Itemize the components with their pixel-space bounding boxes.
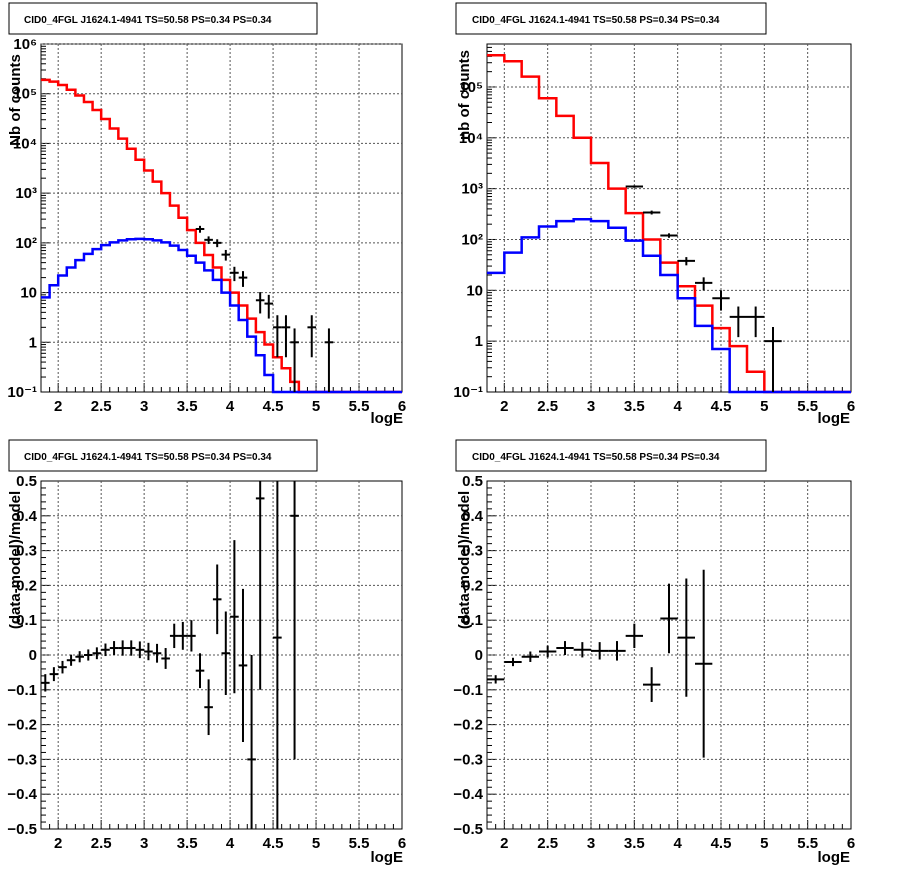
y-tick-label: −0.2 [453,717,483,734]
plot-frame [486,43,852,393]
x-tick-label: 3 [587,835,595,852]
x-tick-label: 4 [226,398,235,415]
x-tick-label: 4.5 [711,398,732,415]
x-tick-label: 2 [500,835,508,852]
y-tick-label: 10³ [15,185,37,202]
x-tick-label: 4 [673,835,682,852]
y-tick-label: 10² [461,231,483,248]
x-tick-label: 6 [847,835,855,852]
x-axis-label: logE [371,849,404,866]
y-tick-label: −0.5 [7,821,37,838]
y-axis-label: Nb of counts [7,54,24,146]
y-tick-label: 0.3 [462,543,483,560]
chart-title: CID0_4FGL J1624.1-4941 TS=50.58 PS=0.34 … [24,15,272,26]
panel-counts-coarse-bins: 2 2.5 3 3.5 4 4.5 5 5.5 6 10⁻¹ 1 10 10² 10³ 10⁴ 10⁵ CID0… [453,2,855,427]
histogram-series-1 [41,237,402,394]
x-tick-label: 2 [54,835,62,852]
y-tick-label: −0.5 [453,821,483,838]
x-tick-label: 5 [312,398,320,415]
x-tick-label: 5.5 [349,835,370,852]
y-tick-label: −0.4 [7,786,37,803]
y-tick-label: 0.1 [462,612,483,629]
y-tick-label: −0.1 [453,682,483,699]
y-tick-label: 10⁵ [13,86,37,103]
y-tick-label: −0.4 [453,786,483,803]
y-tick-label: 10⁻¹ [7,384,37,401]
y-tick-label: 1 [475,333,483,350]
x-tick-label: 6 [398,398,406,415]
y-tick-label: 10⁶ [13,36,37,53]
y-axis-label: (data-model)/model [456,491,473,629]
plot-frame [40,43,403,393]
x-tick-label: 3.5 [624,398,645,415]
y-tick-label: 10² [15,235,37,252]
y-tick-label: 10⁴ [13,135,37,152]
y-tick-label: 1 [29,334,37,351]
x-tick-label: 5 [760,835,768,852]
x-axis-label: logE [818,410,851,427]
chart-title: CID0_4FGL J1624.1-4941 TS=50.58 PS=0.34 … [472,452,720,463]
x-tick-label: 3.5 [177,398,198,415]
histogram-series-0 [487,54,851,394]
x-tick-label: 6 [398,835,406,852]
x-tick-label: 2.5 [537,398,558,415]
x-tick-label: 4.5 [263,398,284,415]
y-tick-label: 0.4 [16,508,38,525]
y-axis-label: nb of counts [456,50,473,140]
x-tick-label: 3 [587,398,595,415]
y-tick-label: −0.2 [7,717,37,734]
title-box [455,439,767,472]
y-tick-label: 0.5 [16,473,37,490]
y-tick-label: 0.2 [462,577,483,594]
x-tick-label: 3.5 [624,835,645,852]
x-tick-label: 5.5 [349,398,370,415]
x-tick-label: 4 [673,398,682,415]
x-tick-label: 5 [760,398,768,415]
y-tick-label: 0 [29,647,37,664]
title-box [8,439,318,472]
y-tick-label: −0.3 [453,751,483,768]
x-axis-label: logE [818,849,851,866]
chart-title: CID0_4FGL J1624.1-4941 TS=50.58 PS=0.34 … [472,15,720,26]
x-tick-label: 2.5 [91,835,112,852]
y-tick-label: 10 [466,282,483,299]
title-box [8,2,318,35]
y-axis-label: (data-model)/model [7,491,24,629]
x-tick-label: 4.5 [711,835,732,852]
x-tick-label: 6 [847,398,855,415]
x-tick-label: 3.5 [177,835,198,852]
y-tick-label: 10³ [461,181,483,198]
histogram-series-1 [487,218,851,394]
panel-counts-fine-bins: 2 2.5 3 3.5 4 4.5 5 5.5 6 10⁻¹ 1 10 10² 10³ 10⁴ 10⁵ 10⁶ C… [7,2,406,427]
x-tick-label: 2 [54,398,62,415]
y-tick-label: 10 [20,285,37,302]
y-tick-label: 0.4 [462,508,484,525]
x-tick-label: 4.5 [263,835,284,852]
x-tick-label: 5.5 [797,398,818,415]
x-tick-label: 2.5 [537,835,558,852]
panel-residuals-coarse-bins: 2 2.5 3 3.5 4 4.5 5 5.5 6 −0.5 −0.4 −0.3 −0.2 −0.1 0 0.… [453,439,855,866]
x-tick-label: 5 [312,835,320,852]
x-tick-label: 4 [226,835,235,852]
y-tick-label: 10⁻¹ [453,384,483,401]
y-tick-label: 0 [475,647,483,664]
y-tick-label: 0.3 [16,543,37,560]
y-tick-label: 10⁵ [459,79,483,96]
x-tick-label: 3 [140,398,148,415]
y-tick-label: 0.1 [16,612,37,629]
x-tick-label: 5.5 [797,835,818,852]
y-tick-label: −0.1 [7,682,37,699]
panel-residuals-fine-bins: 2 2.5 3 3.5 4 4.5 5 5.5 6 −0.5 −0.4 −0.3 −0.2 −0.1 0 0.… [7,439,406,866]
x-tick-label: 2.5 [91,398,112,415]
chart-title: CID0_4FGL J1624.1-4941 TS=50.58 PS=0.34 … [24,452,272,463]
y-tick-label: 0.5 [462,473,483,490]
y-tick-label: 10⁴ [459,130,483,147]
x-tick-label: 3 [140,835,148,852]
x-tick-label: 2 [500,398,508,415]
x-axis-label: logE [371,410,404,427]
title-box [455,2,767,35]
y-tick-label: 0.2 [16,577,37,594]
y-tick-label: −0.3 [7,751,37,768]
